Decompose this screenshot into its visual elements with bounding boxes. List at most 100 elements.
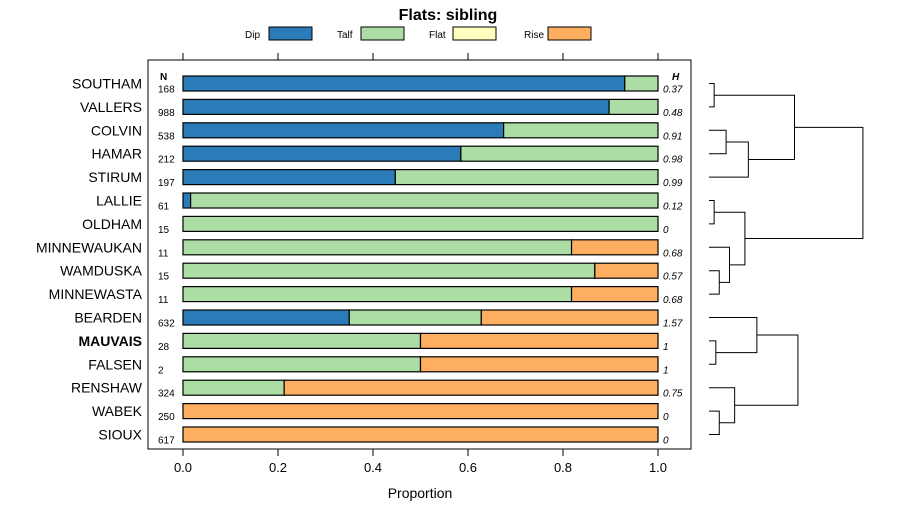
bar-segment-minnewasta-rise	[570, 286, 659, 303]
n-label-mauvais: 28	[158, 342, 170, 353]
row-label-minnewaukan: MINNEWAUKAN	[36, 239, 142, 255]
bar-segment-wabek-rise	[182, 403, 659, 420]
row-label-vallers: VALLERS	[80, 99, 142, 115]
legend-swatch-dip	[268, 26, 313, 41]
dendrogram-branch-5	[709, 270, 720, 295]
h-label-southam: 0.37	[663, 85, 683, 96]
row-label-mauvais: MAUVAIS	[78, 333, 142, 349]
h-label-renshaw: 0.75	[663, 389, 683, 400]
x-tick-label-2: 0.4	[364, 460, 382, 475]
row-label-renshaw: RENSHAW	[71, 380, 143, 396]
row-label-southam: SOUTHAM	[72, 76, 142, 92]
n-label-colvin: 538	[158, 131, 175, 142]
plot-area: N H SOUTHAM VALLERS COLVIN HAMAR STIRUM LALLI…	[36, 53, 692, 475]
bar-segment-lallie-dip	[182, 192, 192, 209]
h-label-falsen: 1	[663, 365, 669, 376]
n-label-renshaw: 324	[158, 389, 175, 400]
row-labels: SOUTHAM VALLERS COLVIN HAMAR STIRUM LALLIE OLD…	[36, 76, 143, 443]
dendrogram-branch-0	[709, 83, 715, 108]
x-axis-label: Proportion	[388, 485, 453, 501]
n-label-minnewasta: 11	[158, 295, 169, 306]
legend: Dip Talf Flat Rise	[245, 26, 592, 41]
bar-segment-hamar-dip	[182, 145, 462, 162]
row-label-hamar: HAMAR	[91, 146, 142, 162]
n-header: N	[160, 72, 167, 83]
h-label-bearden: 1.57	[663, 319, 683, 330]
n-label-southam: 168	[158, 85, 175, 96]
n-label-bearden: 632	[158, 319, 175, 330]
bar-segment-vallers-talf	[608, 98, 659, 116]
legend-label-rise: Rise	[524, 30, 544, 41]
n-label-hamar: 212	[158, 155, 175, 166]
row-label-falsen: FALSEN	[88, 356, 142, 372]
bar-segment-minnewaukan-rise	[570, 239, 659, 256]
legend-label-talf: Talf	[337, 30, 353, 41]
dendrogram-branch-2	[709, 141, 749, 178]
row-label-bearden: BEARDEN	[74, 310, 142, 326]
n-label-stirum: 197	[158, 178, 175, 189]
h-label-wabek: 0	[663, 412, 669, 423]
h-header: H	[672, 72, 680, 83]
n-label-vallers: 988	[158, 108, 175, 119]
row-label-wabek: WABEK	[92, 403, 143, 419]
x-tick-label-0: 0.0	[174, 460, 192, 475]
row-label-colvin: COLVIN	[91, 122, 142, 138]
h-label-lallie: 0.12	[663, 202, 683, 213]
bar-segment-wamduska-talf	[182, 262, 596, 279]
dendrogram-branch-12	[709, 387, 736, 424]
x-tick-label-4: 0.8	[554, 460, 572, 475]
h-label-stirum: 0.99	[663, 178, 683, 189]
bar-segment-renshaw-talf	[182, 379, 285, 396]
h-label-wamduska: 0.57	[663, 272, 683, 283]
dendrogram-branch-9	[709, 340, 717, 365]
bar-segment-vallers-dip	[182, 98, 610, 116]
bar-segment-hamar-talf	[460, 145, 659, 162]
chart-title: Flats: sibling	[399, 7, 498, 24]
bar-segment-falsen-talf	[182, 356, 422, 373]
bar-segment-lallie-talf	[190, 192, 659, 209]
n-label-sioux: 617	[158, 436, 175, 447]
h-label-vallers: 0.48	[663, 108, 683, 119]
row-label-stirum: STIRUM	[88, 169, 142, 185]
legend-swatch-flat	[452, 26, 497, 41]
row-label-oldham: OLDHAM	[82, 216, 142, 232]
n-label-lallie: 61	[158, 202, 170, 213]
dendrogram-branch-4	[709, 200, 715, 225]
plot-frame	[147, 59, 692, 450]
bar-segment-stirum-talf	[394, 169, 659, 186]
n-labels: 168 988 538 212 197 61 15 11 15 11 632 28 2 324 250 617	[158, 85, 175, 447]
h-label-minnewaukan: 0.68	[663, 248, 683, 259]
dendrogram-branch-8	[744, 126, 864, 240]
bar-segment-oldham-talf	[182, 215, 659, 232]
dendrogram	[709, 83, 864, 435]
row-label-minnewasta: MINNEWASTA	[49, 286, 143, 302]
bar-segment-colvin-talf	[503, 122, 659, 139]
row-label-wamduska: WAMDUSKA	[60, 263, 143, 279]
bar-segment-minnewaukan-talf	[182, 239, 573, 256]
n-label-oldham: 15	[158, 225, 170, 236]
bar-segment-stirum-dip	[182, 169, 396, 186]
dendrogram-branch-11	[709, 410, 720, 435]
row-label-sioux: SIOUX	[98, 427, 142, 443]
x-axis: 0.0 0.2 0.4 0.6 0.8 1.0	[174, 53, 667, 475]
bar-segment-bearden-rise	[480, 309, 659, 326]
bar-segment-mauvais-talf	[182, 332, 422, 349]
h-label-minnewasta: 0.68	[663, 295, 683, 306]
x-tick-label-1: 0.2	[269, 460, 287, 475]
row-label-lallie: LALLIE	[96, 193, 142, 209]
bar-segment-falsen-rise	[419, 356, 659, 373]
x-tick-label-5: 1.0	[649, 460, 667, 475]
bar-segment-mauvais-rise	[419, 332, 659, 349]
bar-segment-minnewasta-talf	[182, 286, 573, 303]
n-label-falsen: 2	[158, 365, 164, 376]
h-label-colvin: 0.91	[663, 131, 682, 142]
dendrogram-branch-1	[709, 129, 727, 155]
h-label-hamar: 0.98	[663, 155, 683, 166]
legend-label-flat: Flat	[429, 30, 446, 41]
bar-segment-renshaw-rise	[283, 379, 659, 396]
n-label-minnewaukan: 11	[158, 248, 169, 259]
bar-segment-southam-dip	[182, 75, 626, 92]
h-label-sioux: 0	[663, 436, 669, 447]
